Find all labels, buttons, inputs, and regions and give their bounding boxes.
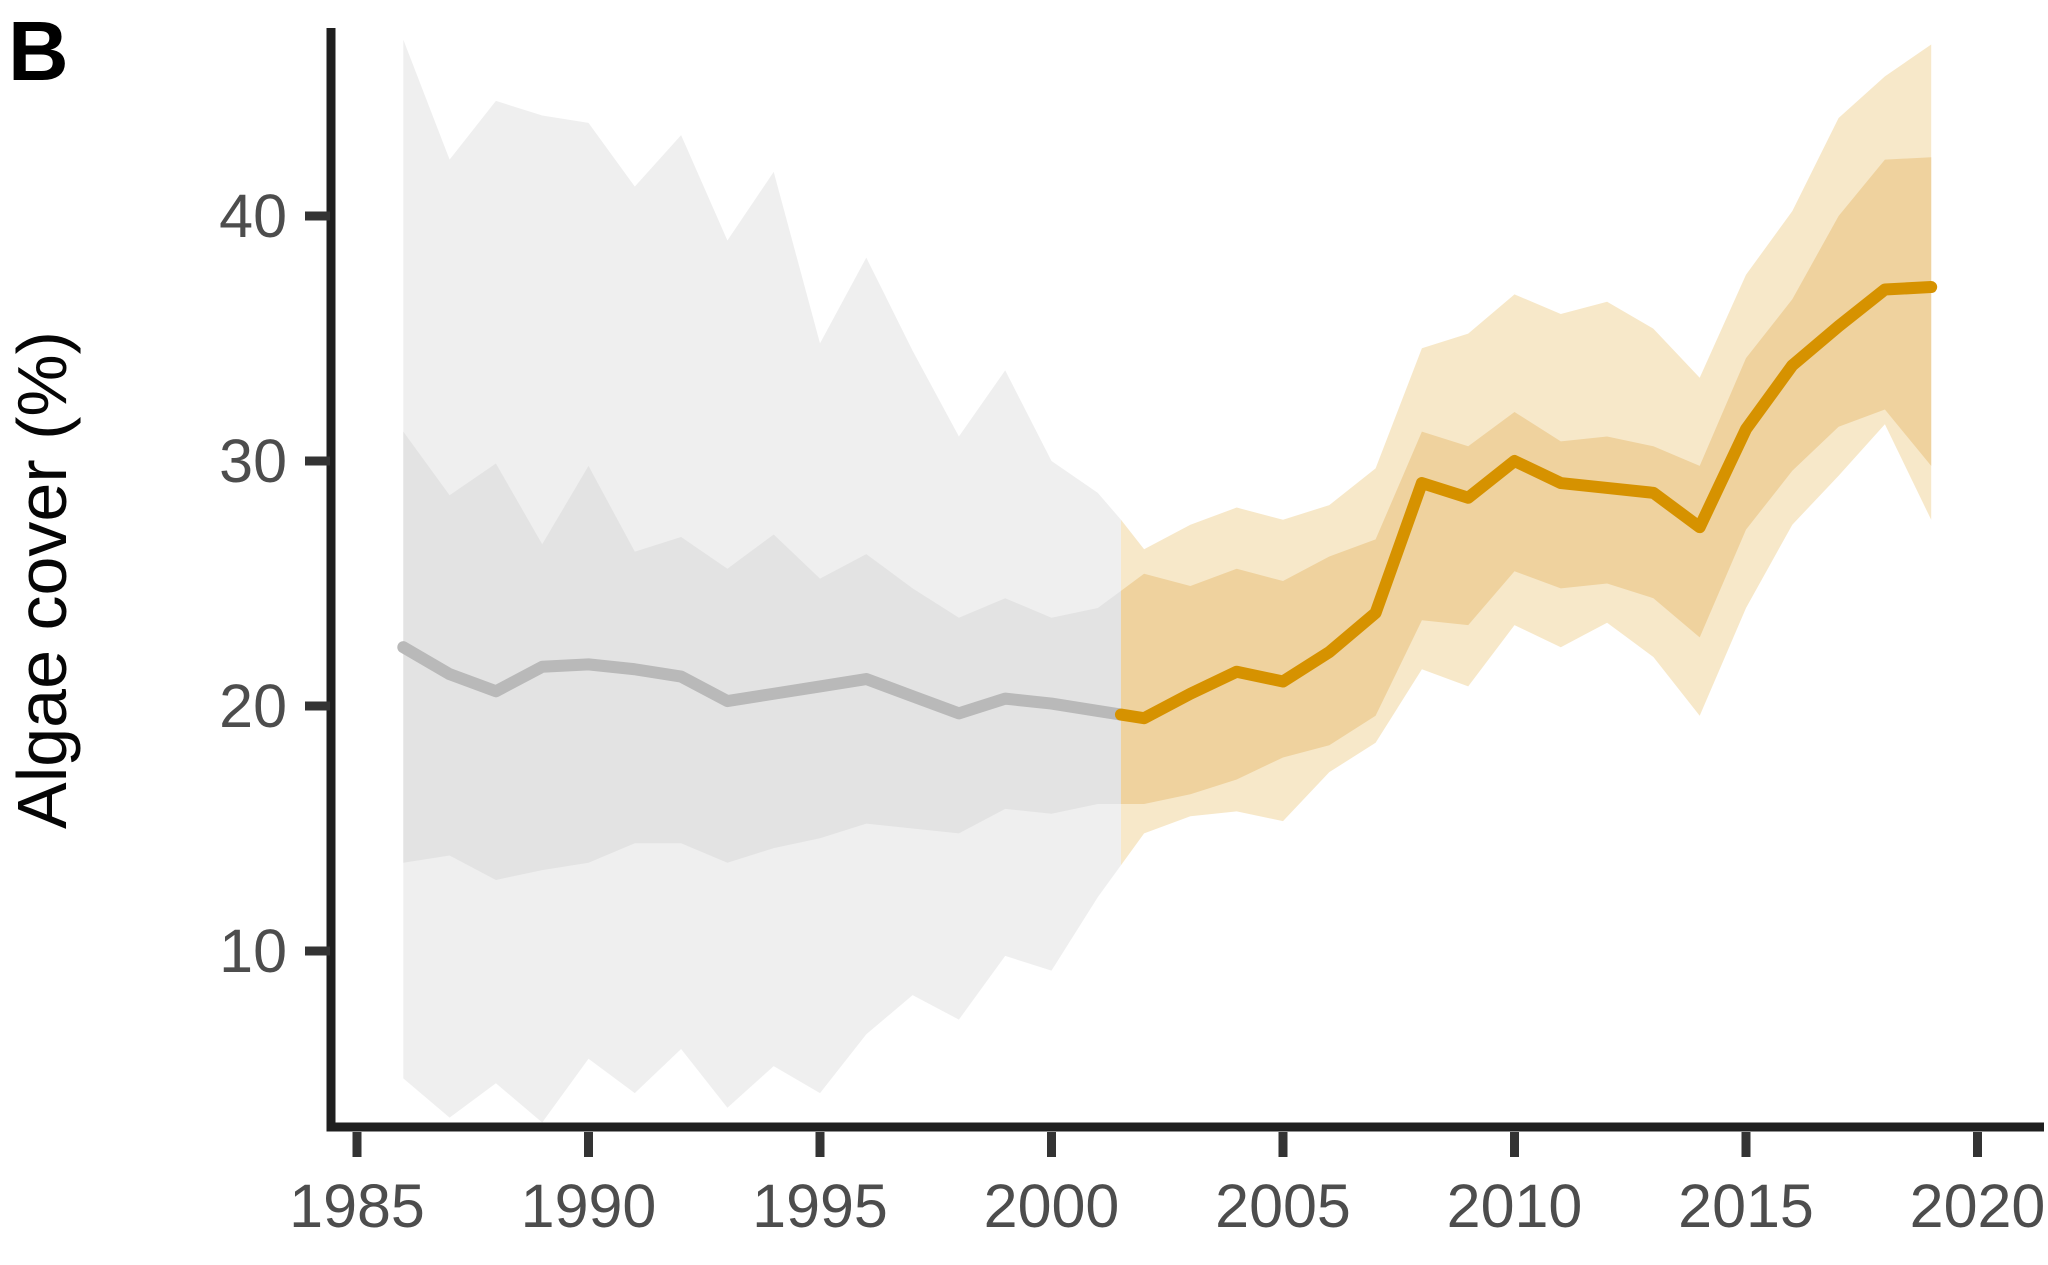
trend-lines <box>397 281 1938 725</box>
gray-inner-band <box>403 431 1121 880</box>
y-tick-label: 40 <box>219 182 287 250</box>
confidence-bands <box>403 39 1932 1123</box>
orange-inner-band <box>1120 157 1932 804</box>
x-tick-label: 1990 <box>521 1172 657 1240</box>
x-tick-label: 1995 <box>752 1172 888 1240</box>
axes <box>326 28 2044 1132</box>
x-tick-label: 2020 <box>1910 1172 2046 1240</box>
x-tick-label: 2000 <box>984 1172 1120 1240</box>
y-axis-title: Algae cover (%) <box>3 331 81 829</box>
recent-orange-line <box>1114 281 1938 725</box>
x-tick-label: 2015 <box>1678 1172 1814 1240</box>
panel-label: B <box>8 4 69 98</box>
x-tick-label: 1985 <box>289 1172 425 1240</box>
historical-gray-line <box>397 641 1127 721</box>
x-tick-label: 2010 <box>1447 1172 1583 1240</box>
x-tick-label: 2005 <box>1215 1172 1351 1240</box>
y-tick-label: 20 <box>219 672 287 740</box>
y-tick-label: 10 <box>219 917 287 985</box>
y-tick-label: 30 <box>219 427 287 495</box>
